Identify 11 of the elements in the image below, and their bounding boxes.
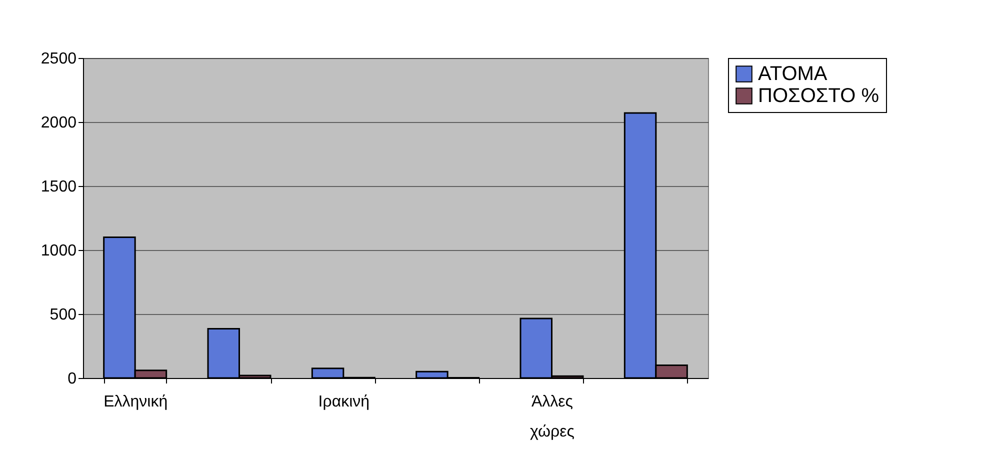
x-tick-label: Ιρακινή: [318, 394, 370, 410]
x-tick-label: Άλλες χώρες: [530, 394, 575, 440]
y-tick-label: 2500: [40, 50, 77, 68]
y-tick-label: 1500: [40, 178, 77, 196]
y-tick-label: 0: [68, 370, 77, 388]
legend-label: ΠΟΣΟΣΤΟ %: [758, 85, 880, 107]
y-tick-label: 500: [50, 306, 77, 324]
y-tick-label: 2000: [40, 114, 77, 132]
y-tick-label: 1000: [40, 242, 77, 260]
legend-label: ΑΤΟΜΑ: [758, 63, 828, 85]
x-tick-label: Ελληνική: [104, 394, 168, 410]
